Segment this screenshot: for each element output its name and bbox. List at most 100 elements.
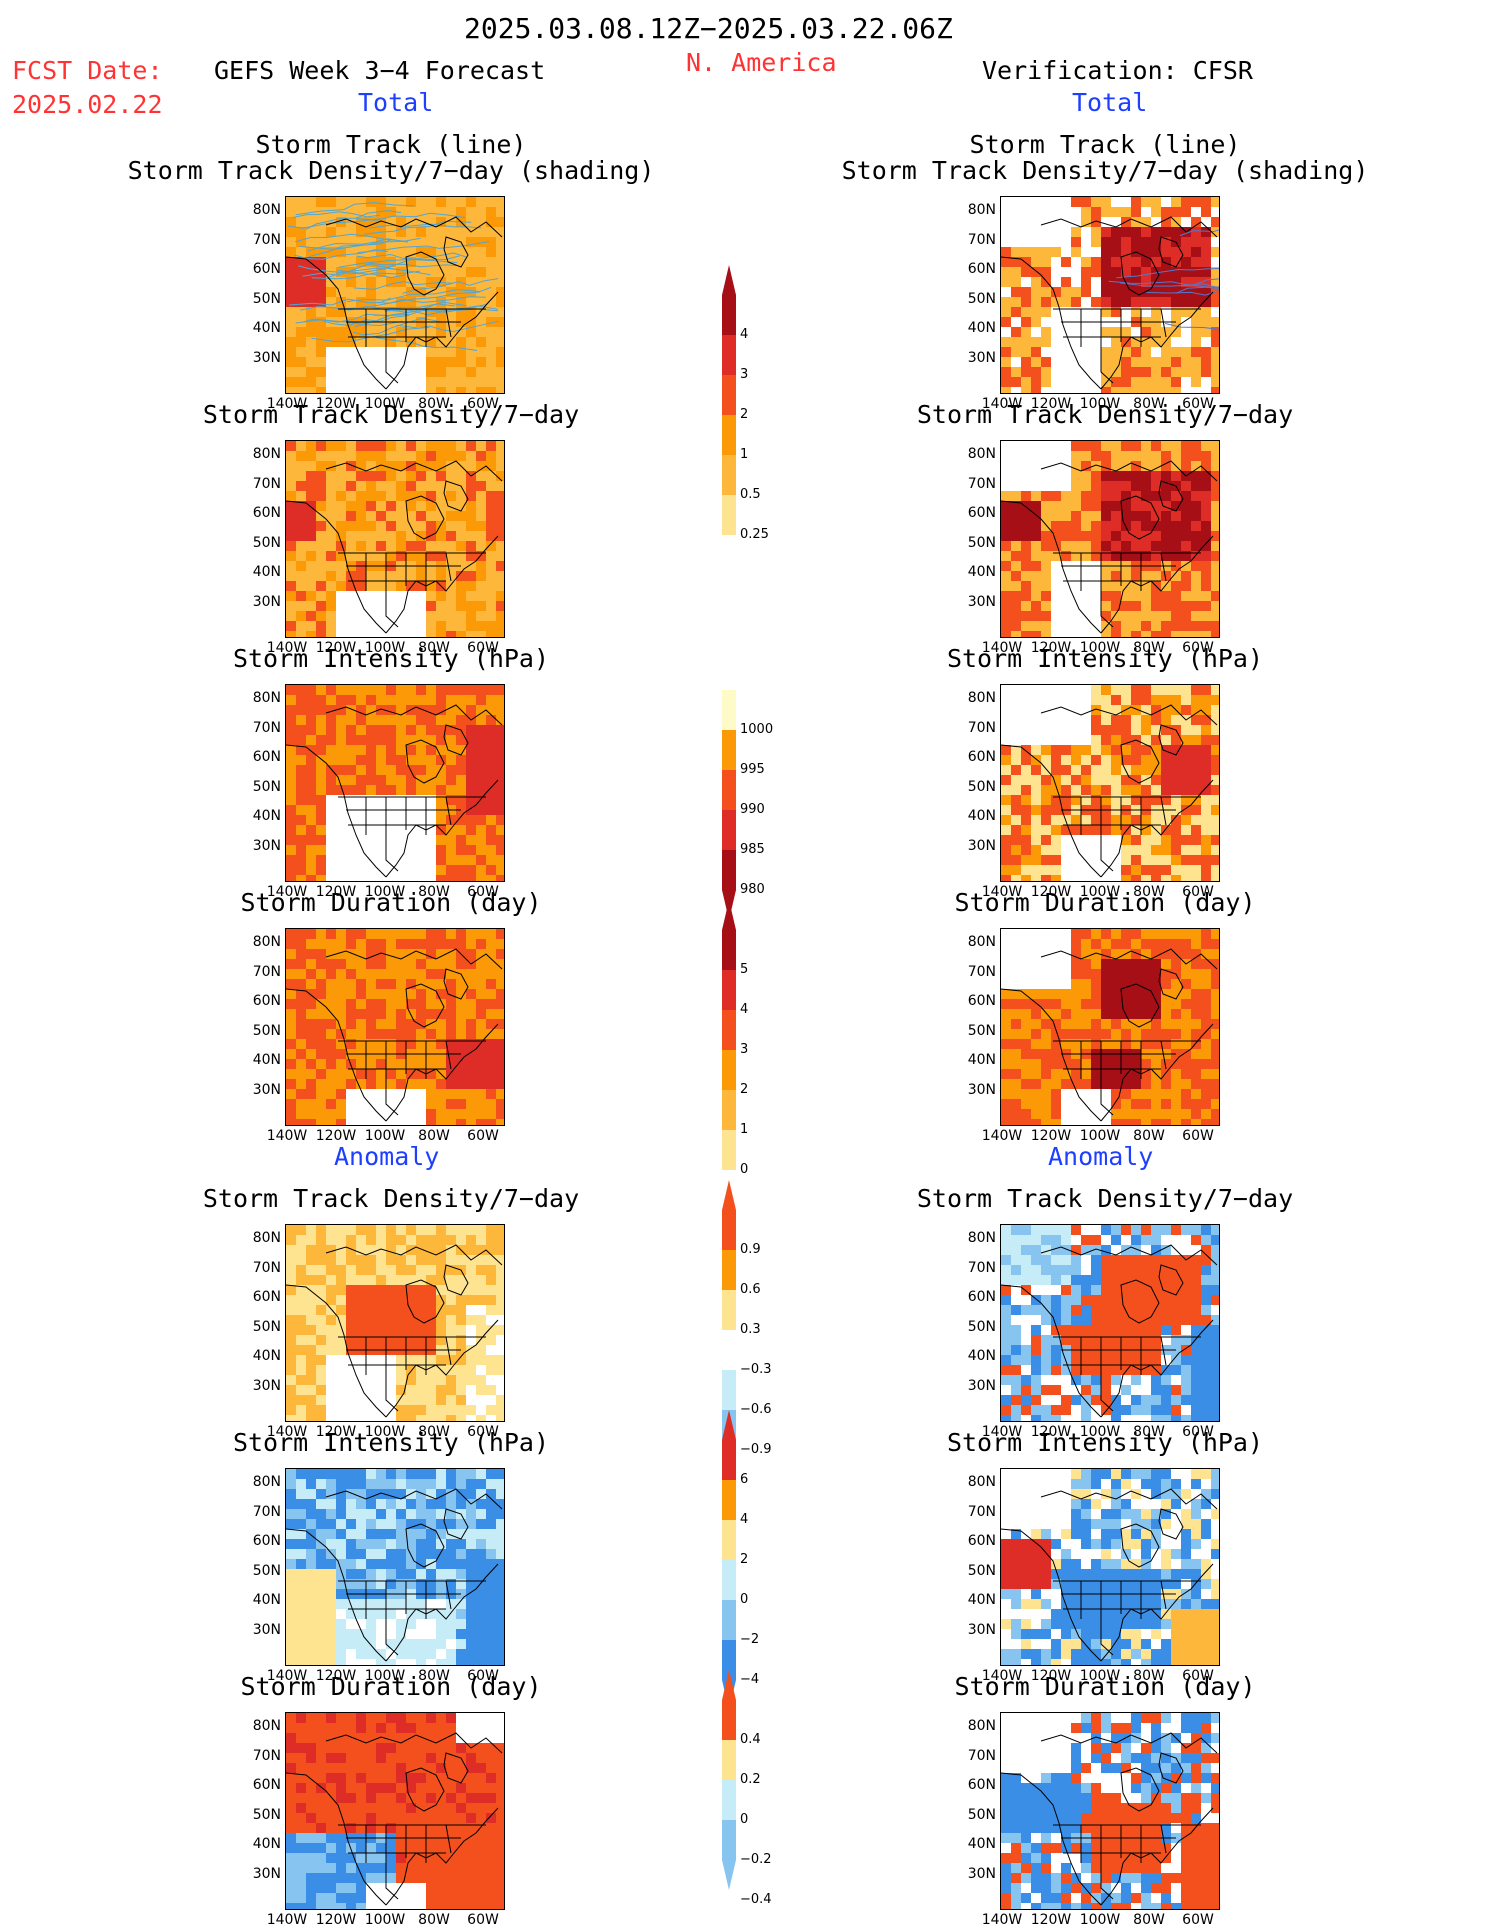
lat-tick-label: 70N (960, 1748, 996, 1764)
lon-tick-label: 140W (265, 640, 309, 656)
lat-tick-label: 50N (245, 535, 281, 551)
lon-tick-label: 120W (314, 396, 358, 412)
lon-tick-label: 100W (363, 1128, 407, 1144)
lat-tick-label: 60N (960, 1777, 996, 1793)
lat-tick-label: 30N (245, 350, 281, 366)
lat-tick-label: 70N (245, 1748, 281, 1764)
colorbar-segment (722, 1050, 736, 1090)
colorbar-tick-label: 0.9 (740, 1242, 761, 1257)
lon-tick-label: 60W (1176, 1668, 1220, 1684)
lat-tick-label: 50N (960, 291, 996, 307)
lat-tick-label: 80N (960, 1474, 996, 1490)
lon-tick-label: 60W (461, 640, 505, 656)
lon-tick-label: 60W (461, 396, 505, 412)
lon-tick-label: 120W (314, 884, 358, 900)
lon-tick-label: 80W (1127, 1912, 1171, 1928)
map-shading (286, 197, 504, 393)
lon-tick-label: 60W (1176, 396, 1220, 412)
fcst-date-value: 2025.02.22 (12, 90, 163, 119)
lon-tick-label: 80W (1127, 1424, 1171, 1440)
lon-tick-label: 140W (265, 1912, 309, 1928)
lat-tick-label: 40N (245, 1348, 281, 1364)
colorbar-tick-label: 0 (740, 1162, 748, 1177)
lat-tick-label: 30N (960, 838, 996, 854)
verification-title: Verification: CFSR (982, 56, 1253, 85)
lon-tick-label: 80W (1127, 396, 1171, 412)
lat-tick-label: 60N (245, 261, 281, 277)
lat-tick-label: 70N (960, 476, 996, 492)
lat-tick-label: 70N (245, 720, 281, 736)
lat-tick-label: 30N (245, 1082, 281, 1098)
lon-tick-label: 60W (461, 884, 505, 900)
colorbar-segment (722, 1820, 736, 1860)
map-shading (286, 929, 504, 1125)
lat-tick-label: 50N (245, 1807, 281, 1823)
map-shading (1001, 1713, 1219, 1909)
lat-tick-label: 50N (245, 1023, 281, 1039)
colorbar-segment (722, 730, 736, 770)
lat-tick-label: 30N (960, 1622, 996, 1638)
lon-tick-label: 80W (1127, 640, 1171, 656)
lat-tick-label: 70N (245, 1260, 281, 1276)
lon-tick-label: 60W (461, 1424, 505, 1440)
map-shading (286, 1713, 504, 1909)
lon-tick-label: 120W (314, 1128, 358, 1144)
map-storm-duration-anomaly-verification (1000, 1712, 1220, 1910)
section-anomaly-right: Anomaly (1048, 1142, 1153, 1171)
map-storm-intensity-anomaly-forecast (285, 1468, 505, 1666)
colorbar-tick-label: 0.2 (740, 1772, 761, 1787)
colorbar-segment (722, 1560, 736, 1600)
colorbar-segment (722, 1370, 736, 1410)
colorbar-tick-label: 0.5 (740, 487, 761, 502)
panel-title-density-anom-left: Storm Track Density/7−day (111, 1184, 671, 1213)
lat-tick-label: 80N (245, 202, 281, 218)
lat-tick-label: 60N (245, 1533, 281, 1549)
lon-tick-label: 80W (412, 396, 456, 412)
colorbar-segment (722, 1010, 736, 1050)
colorbar-tick-label: −0.3 (740, 1362, 772, 1377)
colorbar-segment (722, 690, 736, 730)
map-storm-duration-verification (1000, 928, 1220, 1126)
colorbar-segment (722, 1330, 736, 1370)
colorbar-tick-label: 990 (740, 802, 765, 817)
lon-tick-label: 140W (980, 1128, 1024, 1144)
lat-tick-label: 40N (960, 1592, 996, 1608)
colorbar-tick-label: 4 (740, 1002, 748, 1017)
colorbar-segment (722, 415, 736, 455)
lon-tick-label: 100W (363, 1424, 407, 1440)
colorbar-tick-label: −0.6 (740, 1402, 772, 1417)
lat-tick-label: 70N (245, 1504, 281, 1520)
colorbar-segment (722, 455, 736, 495)
panel-title-track-line-right: Storm Track (line) (825, 130, 1385, 159)
lon-tick-label: 80W (412, 1424, 456, 1440)
lon-tick-label: 100W (1078, 640, 1122, 656)
lat-tick-label: 40N (245, 320, 281, 336)
lat-tick-label: 80N (960, 1230, 996, 1246)
lat-tick-label: 30N (960, 594, 996, 610)
lat-tick-label: 50N (245, 1563, 281, 1579)
lat-tick-label: 50N (960, 1807, 996, 1823)
lon-tick-label: 60W (461, 1128, 505, 1144)
lon-tick-label: 140W (265, 1424, 309, 1440)
colorbar-tick-label: −0.2 (740, 1852, 772, 1867)
lon-tick-label: 80W (412, 640, 456, 656)
section-total-left: Total (358, 88, 433, 117)
lon-tick-label: 100W (363, 396, 407, 412)
lat-tick-label: 40N (960, 1052, 996, 1068)
lon-tick-label: 140W (980, 884, 1024, 900)
lon-tick-label: 140W (265, 396, 309, 412)
lat-tick-label: 50N (960, 779, 996, 795)
lat-tick-label: 80N (245, 934, 281, 950)
lon-tick-label: 120W (314, 1424, 358, 1440)
lat-tick-label: 50N (960, 535, 996, 551)
map-shading (1001, 441, 1219, 637)
colorbar-tick-label: 0.6 (740, 1282, 761, 1297)
lat-tick-label: 30N (960, 350, 996, 366)
colorbar-tick-label: 6 (740, 1472, 748, 1487)
lon-tick-label: 140W (980, 640, 1024, 656)
lat-tick-label: 40N (960, 808, 996, 824)
lat-tick-label: 70N (960, 1260, 996, 1276)
lon-tick-label: 100W (1078, 396, 1122, 412)
lat-tick-label: 80N (960, 1718, 996, 1734)
colorbar-tick-label: 4 (740, 1512, 748, 1527)
